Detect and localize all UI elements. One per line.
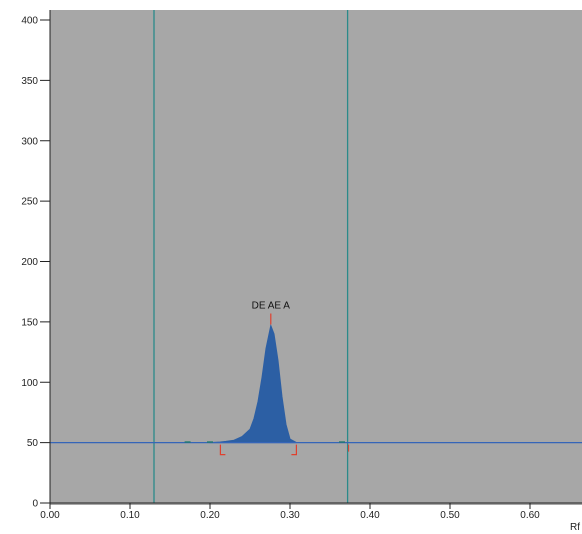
y-tick-label-50: 50 xyxy=(27,438,39,449)
peak-label: DE AE A xyxy=(252,300,291,311)
y-tick-label-400: 400 xyxy=(21,16,38,27)
x-tick-label-0.40: 0.40 xyxy=(360,510,380,521)
x-tick-label-0.00: 0.00 xyxy=(40,510,60,521)
y-tick-label-100: 100 xyxy=(21,378,38,389)
x-tick-label-0.10: 0.10 xyxy=(120,510,140,521)
peak-end-marker xyxy=(291,444,297,456)
y-tick-label-350: 350 xyxy=(21,76,38,87)
x-tick-label-0.20: 0.20 xyxy=(200,510,220,521)
peak-area xyxy=(209,323,297,444)
y-tick-label-200: 200 xyxy=(21,257,38,268)
x-axis-label: Rf xyxy=(570,522,580,533)
y-tick-label-150: 150 xyxy=(21,317,38,328)
y-tick-label-0: 0 xyxy=(32,499,38,510)
peak-start-marker xyxy=(219,444,226,456)
x-tick-label-0.50: 0.50 xyxy=(440,510,460,521)
x-tick-label-0.60: 0.60 xyxy=(520,510,540,521)
plot-area xyxy=(50,10,582,505)
y-tick-label-250: 250 xyxy=(21,197,38,208)
x-tick-label-0.30: 0.30 xyxy=(280,510,300,521)
y-tick-label-300: 300 xyxy=(21,136,38,147)
